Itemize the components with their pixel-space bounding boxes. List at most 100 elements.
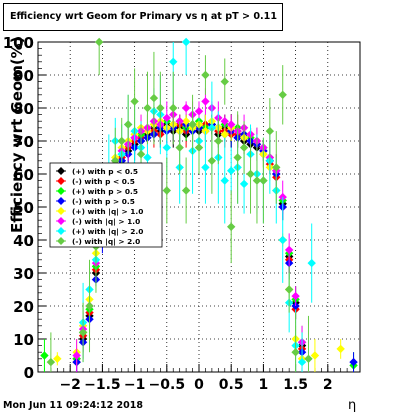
data-point — [201, 97, 210, 106]
y-tick-label: 10 — [13, 331, 34, 349]
data-point — [310, 351, 320, 360]
x-tick-label: 0 — [194, 377, 204, 393]
data-point — [78, 328, 88, 337]
x-tick-label: −2 — [59, 377, 80, 393]
data-point — [227, 222, 236, 231]
y-tick-label: 30 — [13, 265, 34, 283]
data-point — [72, 351, 81, 360]
x-axis-label: η — [348, 398, 357, 413]
y-tick-label: 0 — [24, 364, 34, 382]
data-point — [265, 126, 275, 136]
x-tick-label: −0.5 — [149, 377, 186, 393]
legend-box — [49, 162, 163, 248]
legend-label: (-) with p < 0.5 — [72, 177, 135, 186]
data-point — [94, 37, 104, 47]
timestamp: Mon Jun 11 09:24:12 2018 — [3, 400, 143, 411]
data-point — [239, 179, 249, 189]
data-point — [201, 70, 210, 80]
data-point — [227, 120, 236, 129]
data-point — [278, 90, 287, 99]
legend-label: (+) with p < 0.5 — [72, 167, 138, 176]
data-point — [117, 136, 126, 146]
y-tick-label: 40 — [13, 232, 34, 250]
data-point — [349, 357, 358, 367]
legend-label: (+) with p > 0.5 — [72, 187, 138, 196]
legend-marker — [57, 177, 65, 185]
data-point — [284, 285, 294, 294]
x-tick-label: 1.5 — [283, 377, 308, 393]
legend-label: (-) with |q| > 2.0 — [72, 237, 140, 247]
data-point — [53, 354, 62, 363]
data-point — [220, 77, 229, 86]
legend-marker — [57, 197, 65, 205]
data-point — [284, 245, 294, 255]
data-point — [194, 107, 204, 116]
legend-marker — [57, 217, 65, 225]
x-tick-label: 1 — [259, 377, 269, 393]
legend-marker — [57, 237, 65, 245]
data-point — [227, 166, 236, 175]
data-point — [123, 120, 133, 129]
data-point — [156, 103, 165, 113]
data-point — [214, 136, 223, 146]
legend-marker — [57, 167, 65, 175]
data-point — [169, 103, 178, 113]
data-point — [143, 103, 152, 113]
x-tick-label: −1 — [124, 377, 145, 393]
data-point — [304, 354, 313, 363]
data-point — [130, 97, 139, 106]
y-tick-label: 80 — [13, 100, 34, 118]
data-point — [85, 301, 94, 311]
data-point — [297, 357, 307, 367]
data-point — [246, 169, 255, 179]
data-point — [136, 150, 146, 159]
data-point — [239, 143, 249, 152]
legend-label: (-) with p > 0.5 — [72, 197, 135, 206]
data-point — [194, 143, 204, 152]
data-point — [169, 57, 178, 66]
legend-marker — [57, 207, 65, 215]
data-point — [201, 163, 210, 172]
legend-marker — [57, 227, 65, 235]
data-point — [220, 130, 229, 139]
data-point — [181, 186, 191, 195]
data-point — [233, 153, 242, 162]
legend-label: (+) with |q| > 2.0 — [72, 227, 143, 237]
legend-label: (+) with |q| > 1.0 — [72, 207, 143, 217]
y-tick-label: 50 — [13, 199, 34, 217]
y-tick-label: 60 — [13, 166, 34, 184]
chart-title: Efficiency wrt Geom for Primary vs η at … — [3, 3, 283, 31]
y-tick-label: 70 — [13, 133, 34, 151]
y-tick-label: 90 — [13, 67, 34, 85]
data-point — [207, 156, 217, 165]
data-point — [162, 113, 171, 123]
data-point — [143, 153, 152, 162]
data-point — [149, 93, 159, 103]
data-point — [162, 143, 171, 152]
x-tick-label: −1.5 — [84, 377, 121, 393]
data-point — [220, 176, 229, 185]
data-point — [188, 120, 197, 129]
data-point — [181, 103, 191, 113]
data-point — [307, 258, 316, 268]
data-point — [40, 351, 49, 360]
x-tick-label: 0.5 — [219, 377, 244, 393]
y-tick-label: 20 — [13, 298, 34, 316]
data-point — [291, 348, 300, 357]
data-point — [181, 37, 191, 47]
data-point — [175, 143, 184, 152]
data-point — [336, 344, 345, 354]
x-tick-label: 2 — [323, 377, 333, 393]
data-point — [272, 163, 281, 172]
data-point — [259, 176, 268, 185]
y-tick-label: 100 — [3, 34, 34, 52]
legend-marker — [57, 187, 65, 195]
data-point — [220, 117, 229, 126]
data-point — [162, 186, 171, 195]
data-point — [46, 357, 56, 367]
data-point — [181, 117, 191, 126]
y-axis-label: Efficiency wrt Geom(%) — [8, 36, 26, 233]
data-point — [252, 176, 262, 185]
data-point — [278, 235, 287, 245]
